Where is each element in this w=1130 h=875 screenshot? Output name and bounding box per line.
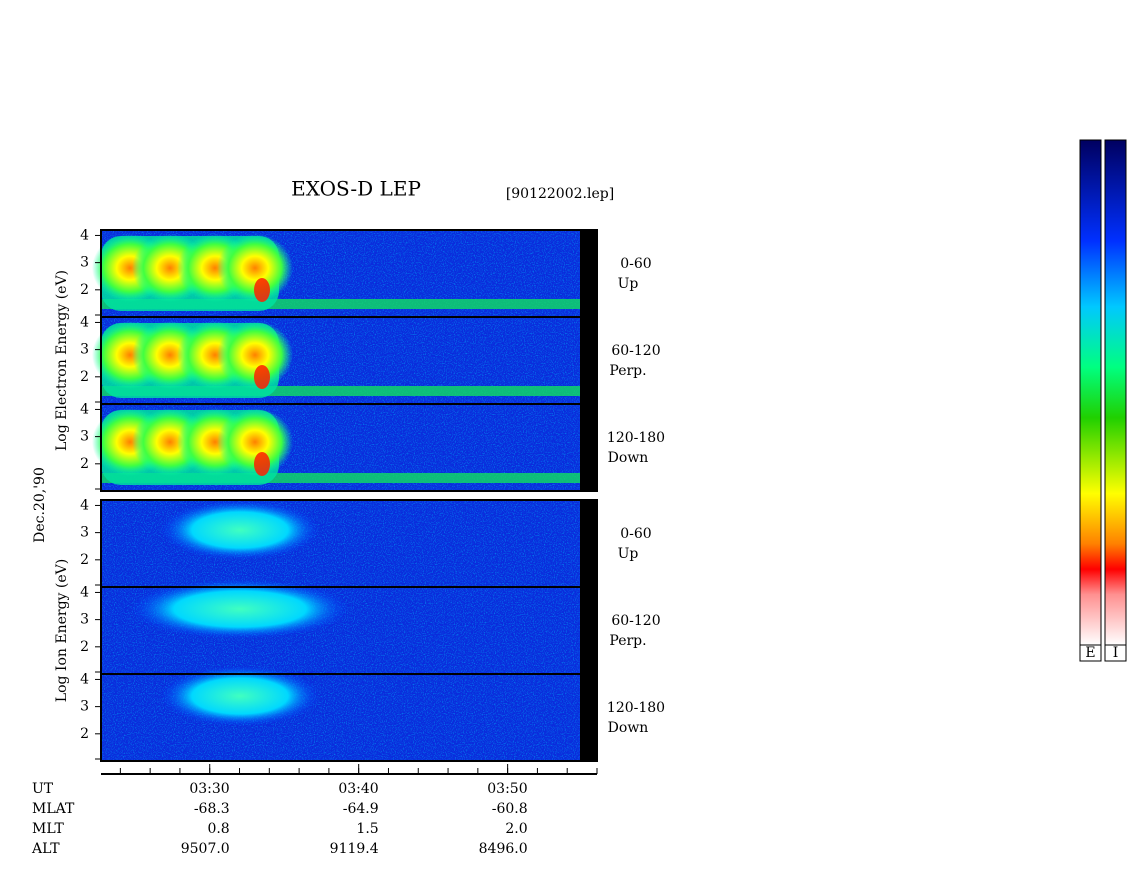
data-gap: [580, 230, 597, 317]
colorbar-label-box: [1079, 644, 1102, 662]
y-tick-label: 4: [80, 584, 89, 600]
y-tick-label: 2: [80, 552, 89, 568]
ephemeris-value: 2.0: [505, 821, 527, 837]
y-tick-label: 4: [80, 497, 89, 513]
energy-blob: [217, 408, 293, 476]
ephemeris-row-name: MLT: [32, 821, 64, 837]
direction-label: Down: [608, 720, 649, 736]
data-gap: [580, 674, 597, 761]
panel-frame: [100, 673, 598, 762]
ephemeris-value: 8496.0: [479, 841, 528, 857]
direction-label: Up: [618, 276, 639, 292]
y-tick-label: 3: [80, 342, 89, 358]
ion-blob: [130, 579, 350, 639]
colorbar-label: I: [1113, 645, 1119, 661]
ephemeris-value: 0.8: [207, 821, 229, 837]
ephemeris-value: -64.9: [343, 801, 379, 817]
colorbar: [1079, 139, 1102, 646]
low-energy-band: [101, 386, 580, 396]
y-tick-label: 4: [80, 227, 89, 243]
x-tick-label: 03:30: [189, 781, 229, 797]
y-tick-label: 3: [80, 525, 89, 541]
colorbar-label-box: [1104, 644, 1127, 662]
energy-blob: [217, 234, 293, 302]
y-tick-label: 3: [80, 612, 89, 628]
energy-blob: [217, 321, 293, 389]
y-tick-label: 4: [80, 314, 89, 330]
y-tick-label: 4: [80, 671, 89, 687]
ephemeris-value: -60.8: [492, 801, 528, 817]
x-tick-label: 03:50: [487, 781, 527, 797]
y-axis-label: Log Ion Energy (eV): [54, 559, 70, 702]
y-tick-label: 2: [80, 726, 89, 742]
direction-label: Down: [608, 450, 649, 466]
low-energy-band: [101, 299, 580, 309]
ephemeris-row-name: UT: [32, 781, 54, 797]
direction-label: Perp.: [609, 633, 646, 649]
angle-label: 0-60: [620, 526, 651, 542]
y-tick-label: 3: [80, 699, 89, 715]
panel-frame: [100, 403, 598, 492]
ion-blob: [160, 666, 320, 726]
angle-label: 60-120: [611, 343, 660, 359]
angle-label: 120-180: [607, 430, 665, 446]
y-tick-label: 3: [80, 255, 89, 271]
ephemeris-row-name: ALT: [31, 841, 60, 857]
data-gap: [580, 500, 597, 587]
ephemeris-value: 1.5: [356, 821, 378, 837]
ephemeris-value: 9119.4: [330, 841, 379, 857]
y-tick-label: 3: [80, 429, 89, 445]
angle-label: 60-120: [611, 613, 660, 629]
data-gap: [580, 404, 597, 491]
y-tick-label: 2: [80, 282, 89, 298]
ion-blob: [160, 500, 320, 560]
ephemeris-row-name: MLAT: [32, 801, 75, 817]
angle-label: 0-60: [620, 256, 651, 272]
y-tick-label: 2: [80, 639, 89, 655]
data-gap: [580, 587, 597, 674]
date: Dec.20,'90: [32, 467, 48, 543]
y-axis-label: Log Electron Energy (eV): [54, 270, 70, 451]
x-tick-label: 03:40: [338, 781, 378, 797]
direction-label: Perp.: [609, 363, 646, 379]
red-feature: [254, 278, 270, 302]
red-feature: [254, 452, 270, 476]
file-name: [90122002.lep]: [506, 186, 614, 202]
colorbar: [1104, 139, 1127, 646]
angle-label: 120-180: [607, 700, 665, 716]
red-feature: [254, 365, 270, 389]
data-gap: [580, 317, 597, 404]
y-tick-label: 2: [80, 369, 89, 385]
title: EXOS-D LEP: [291, 177, 421, 201]
y-tick-label: 2: [80, 456, 89, 472]
y-tick-label: 4: [80, 401, 89, 417]
low-energy-band: [101, 473, 580, 483]
direction-label: Up: [618, 546, 639, 562]
ephemeris-value: -68.3: [194, 801, 230, 817]
ephemeris-value: 9507.0: [181, 841, 230, 857]
colorbar-label: E: [1085, 645, 1095, 661]
